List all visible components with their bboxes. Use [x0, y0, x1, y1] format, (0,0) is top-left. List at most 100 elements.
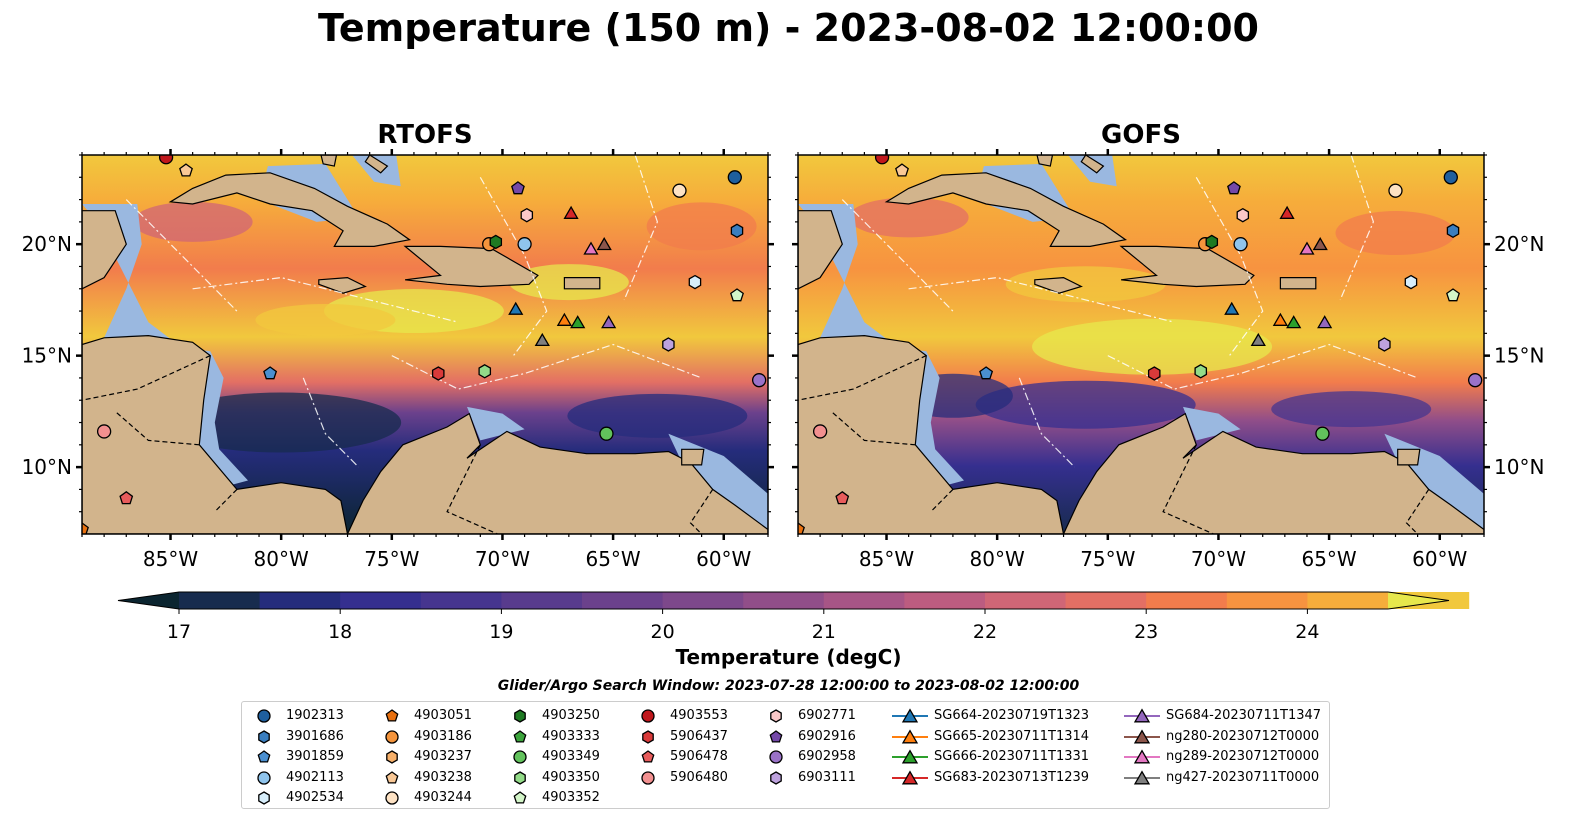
legend-marker-triangle-icon [892, 769, 928, 784]
eez-boundary [623, 155, 659, 301]
legend-hexagon-icon [770, 770, 782, 785]
country-border [214, 488, 238, 513]
legend-label: 5906437 [670, 728, 728, 744]
legend-triangle-icon [901, 708, 919, 723]
legend-marker-pentagon-icon [257, 750, 271, 763]
marker-SG666-20230711T1331 [1286, 315, 1302, 329]
legend-label: 4903333 [542, 728, 600, 744]
legend-pentagon-icon [769, 729, 783, 743]
legend-label: 4902534 [286, 790, 344, 805]
lon-tick-label: 60°W [696, 547, 751, 571]
marker-SG683-20230713T1239 [563, 205, 579, 219]
legend-pentagon-icon [513, 729, 527, 743]
marker-4902534 [688, 274, 702, 290]
legend-marker-hexagon-icon [258, 791, 270, 805]
marker-3901686 [730, 223, 744, 239]
eez-boundary [908, 276, 1175, 323]
marker-4903250 [1205, 234, 1219, 250]
continental-shelf [1068, 155, 1117, 187]
colorbar-tick-label: 21 [812, 621, 836, 643]
colorbar-tick-label: 22 [973, 621, 997, 643]
colorbar-bin [985, 592, 1067, 609]
colorbar-label: Temperature (degC) [675, 645, 902, 669]
land [82, 210, 127, 290]
lon-tick-label: 75°W [1080, 547, 1135, 571]
legend-circle-icon [641, 709, 655, 723]
legend-marker-pentagon-icon [641, 750, 655, 763]
marker-6903111 [1378, 337, 1391, 352]
marker-6902916 [1227, 181, 1241, 195]
map-panel-gofs: 85°W 80°W 75°W 70°W 65°W 60°W 20°N 15°N 10°N [792, 149, 1544, 571]
lon-tick-label: 65°W [585, 547, 640, 571]
land [364, 155, 389, 174]
legend-hexagon-icon [514, 709, 526, 723]
marker-4903051 [798, 522, 805, 534]
legend-marker-circle-icon [257, 709, 271, 723]
colorbar-extend-min [118, 592, 179, 609]
legend-marker-hexagon-icon [642, 729, 654, 744]
lon-tick-label: 60°W [1412, 547, 1467, 571]
lat-tick-label: 20°N [22, 232, 72, 256]
marker-ng427-20230711T0000 [1250, 332, 1266, 347]
marker-5906437 [431, 366, 445, 381]
colorbar-bin [904, 592, 986, 609]
legend-marker-hexagon-icon [770, 709, 782, 723]
country-border [446, 444, 500, 534]
marker-6903111 [662, 337, 675, 352]
legend-label: 4903553 [670, 708, 728, 723]
marker-1902313 [727, 170, 742, 185]
land [1062, 412, 1484, 534]
legend-marker-hexagon-icon [514, 709, 526, 723]
legend-triangle-icon [1133, 749, 1151, 764]
marker-4903352 [730, 288, 744, 302]
land [1034, 276, 1083, 294]
land [1279, 277, 1317, 290]
legend-triangle-icon [1133, 769, 1151, 784]
continental-shelf [1183, 406, 1241, 441]
marker-5906437 [1147, 366, 1161, 381]
lon-tick-label: 75°W [364, 547, 419, 571]
land [318, 276, 367, 294]
map-frame [797, 154, 1485, 535]
legend-marker-hexagon-icon [386, 750, 398, 764]
colorbar-bin [340, 592, 422, 609]
marker-5906478 [119, 490, 134, 505]
lat-tick-label: 15°N [1494, 344, 1544, 368]
lon-tick-label: 70°W [475, 547, 530, 571]
country-border [82, 355, 211, 401]
marker-4902113 [1233, 237, 1248, 252]
legend-marker-triangle-icon [892, 728, 928, 743]
colorbar-bin [420, 592, 502, 609]
colorbar-tick-label: 20 [651, 621, 675, 643]
eez-boundary [302, 377, 360, 468]
marker-4902534 [1404, 274, 1418, 290]
legend-label: 3901859 [286, 749, 344, 764]
continental-shelf [352, 155, 401, 187]
land [1080, 155, 1105, 174]
legend-marker-triangle-icon [1124, 769, 1160, 784]
marker-ng289-20230712T0000 [1299, 241, 1315, 255]
eez-boundary [841, 199, 954, 312]
marker-4903350 [1194, 364, 1208, 379]
country-border [830, 410, 916, 446]
legend-label: 6902771 [798, 708, 856, 723]
legend-label: ng280-20230712T0000 [1166, 728, 1320, 744]
legend-marker-circle-icon [641, 709, 655, 723]
eez-boundary [479, 177, 548, 356]
marker-4903349 [1315, 426, 1330, 441]
eez-boundary [192, 276, 459, 323]
legend-label: 4903238 [414, 769, 472, 785]
legend-triangle-icon [901, 728, 919, 743]
colorbar-bin [259, 592, 341, 609]
colorbar-tick-label: 19 [489, 621, 513, 643]
colorbar-bin [1146, 592, 1228, 609]
marker-ng280-20230712T0000 [1312, 236, 1328, 251]
legend-marker-hexagon-icon [514, 770, 526, 785]
marker-6902958 [751, 373, 767, 388]
legend-label: 6902958 [798, 749, 856, 764]
legend-marker-pentagon-icon [385, 770, 399, 784]
colorbar-bin [1065, 592, 1147, 609]
panel-title-rtofs: RTOFS [377, 120, 473, 150]
legend-circle-icon [641, 770, 655, 785]
marker-5906478 [835, 490, 850, 505]
